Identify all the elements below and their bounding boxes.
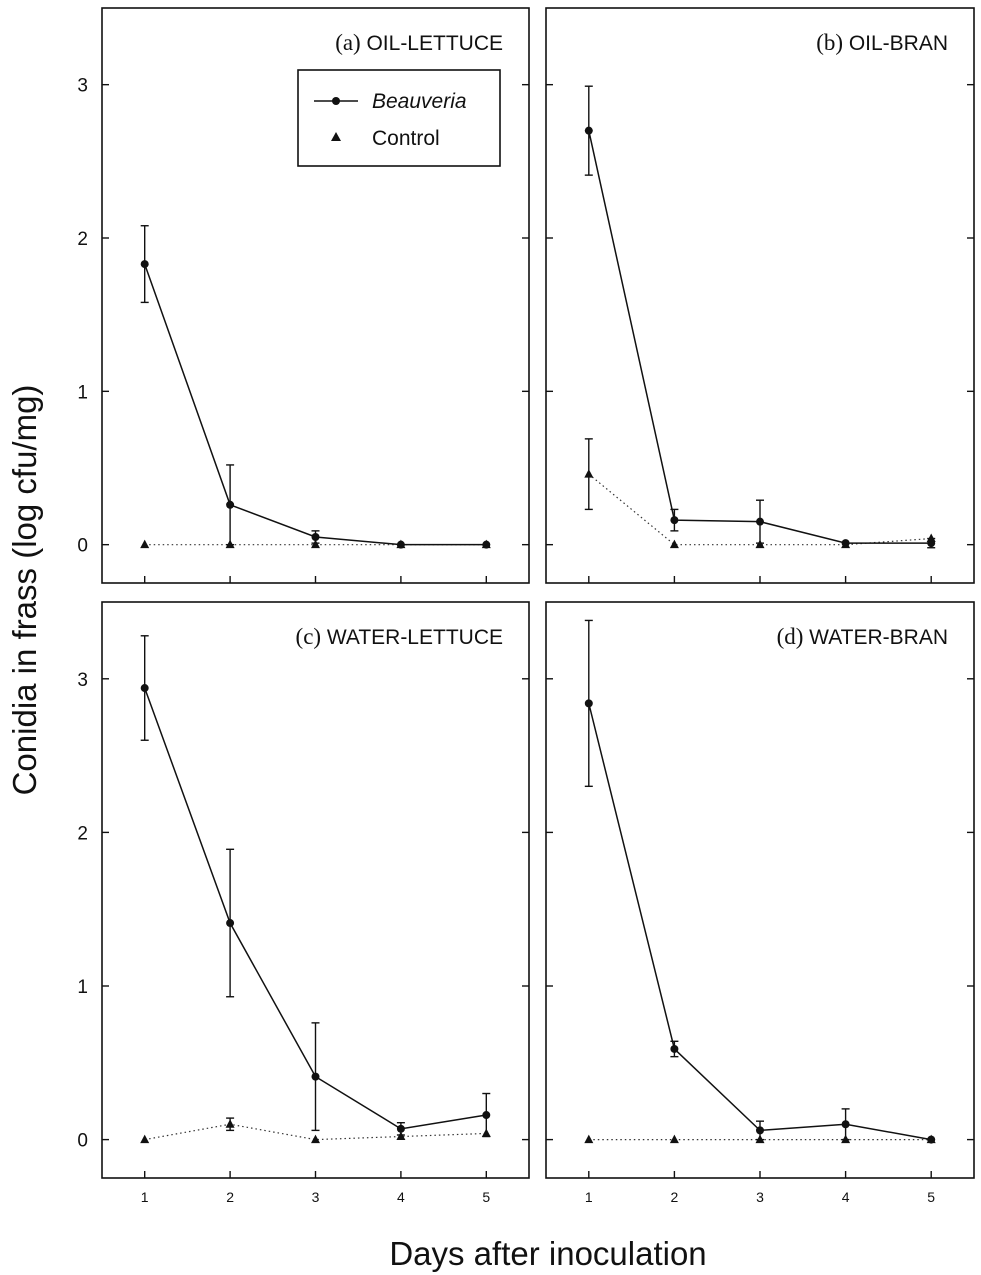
panel-name: OIL-BRAN: [849, 32, 948, 55]
y-tick-label: 2: [77, 823, 88, 844]
beauveria-point: [670, 516, 679, 525]
beauveria-point: [311, 533, 320, 541]
beauveria-point: [226, 919, 235, 928]
beauveria-point: [482, 1111, 491, 1120]
panel-title: (b) OIL-BRAN: [816, 30, 948, 55]
beauveria-point: [584, 126, 593, 135]
control-point: [669, 1134, 679, 1144]
beauveria-point: [482, 540, 491, 549]
y-axis-label: Conidia in frass (log cfu/mg): [6, 385, 43, 796]
panel-title: (d) WATER-BRAN: [777, 624, 948, 649]
control-point: [755, 1134, 765, 1144]
beauveria-point: [670, 1044, 679, 1053]
panel-name: WATER-BRAN: [809, 626, 948, 649]
panel-name: OIL-LETTUCE: [366, 32, 503, 55]
beauveria-point: [396, 540, 405, 549]
panel-2: (b) OIL-BRAN: [545, 7, 975, 584]
y-tick-label: 3: [77, 670, 88, 691]
control-point: [481, 1128, 491, 1137]
beauveria-point: [841, 1120, 850, 1129]
control-point: [584, 1134, 594, 1144]
control-point: [311, 539, 320, 549]
plot-frame: [545, 601, 975, 1179]
y-tick-label: 1: [77, 977, 88, 998]
control-point: [225, 1119, 235, 1128]
beauveria-point: [396, 1124, 405, 1133]
legend-box: [297, 69, 501, 167]
beauveria-line: [588, 130, 932, 544]
panel-letter: (d): [777, 624, 810, 649]
control-point: [841, 1134, 851, 1144]
panel-3: 0 1 2 3 1 2 3 4 5 (c) WATER-LETTUCE: [77, 601, 530, 1205]
y-tick-label: 0: [77, 536, 88, 557]
beauveria-point: [140, 260, 149, 269]
beauveria-point: [927, 1135, 936, 1144]
x-tick-label: 2: [226, 1189, 234, 1205]
beauveria-point: [841, 539, 850, 548]
y-tick-label: 3: [77, 76, 88, 97]
legend-beauveria-marker: [332, 97, 340, 105]
beauveria-point: [756, 1126, 764, 1135]
x-tick-label: 4: [397, 1189, 405, 1205]
x-tick-label: 2: [671, 1189, 679, 1205]
x-axis-label: Days after inoculation: [389, 1235, 706, 1272]
panel-title: (a) OIL-LETTUCE: [335, 30, 503, 55]
y-tick-label: 0: [77, 1131, 88, 1152]
control-point: [225, 539, 235, 549]
beauveria-point: [311, 1072, 320, 1081]
beauveria-point: [927, 539, 936, 548]
legend-control-label: Control: [372, 127, 440, 150]
control-point: [755, 539, 765, 549]
beauveria-point: [226, 500, 235, 509]
x-tick-label: 1: [141, 1189, 149, 1205]
y-tick-label: 2: [77, 229, 88, 250]
beauveria-line: [588, 703, 932, 1141]
x-tick-label: 5: [927, 1189, 935, 1205]
x-tick-label: 5: [482, 1189, 490, 1205]
x-tick-label: 1: [585, 1189, 593, 1205]
control-point: [140, 539, 150, 549]
plot-frame: [545, 7, 975, 584]
x-tick-label: 4: [842, 1189, 850, 1205]
control-point: [311, 1134, 320, 1144]
x-tick-label: 3: [312, 1189, 320, 1205]
panel-letter: (b): [816, 30, 849, 55]
beauveria-line: [143, 263, 487, 546]
legend: Beauveria Control: [297, 69, 501, 167]
control-point: [140, 1134, 150, 1144]
panel-letter: (a): [335, 30, 366, 55]
beauveria-point: [584, 699, 593, 708]
control-point: [669, 539, 679, 549]
panel-name: WATER-LETTUCE: [327, 626, 503, 649]
control-point: [396, 1131, 406, 1141]
beauveria-point: [140, 684, 149, 693]
panel-1: 0 1 2 3 (a) OIL-LETTUCE: [77, 7, 530, 584]
beauveria-point: [756, 517, 764, 526]
control-point: [584, 469, 594, 478]
legend-beauveria-label: Beauveria: [372, 90, 467, 113]
panel-4: 1 2 3 4 5 (d) WATER-BRAN: [545, 601, 975, 1205]
panels: 0 1 2 3 (a) OIL-LETTUCE (b) OIL-BRAN 0 1 2 3 1 2 3 4 5…: [77, 7, 975, 1205]
legend-control-marker: [331, 132, 341, 141]
y-tick-label: 1: [77, 382, 88, 403]
x-tick-label: 3: [756, 1189, 764, 1205]
panel-letter: (c): [296, 624, 327, 649]
panel-title: (c) WATER-LETTUCE: [296, 624, 503, 649]
